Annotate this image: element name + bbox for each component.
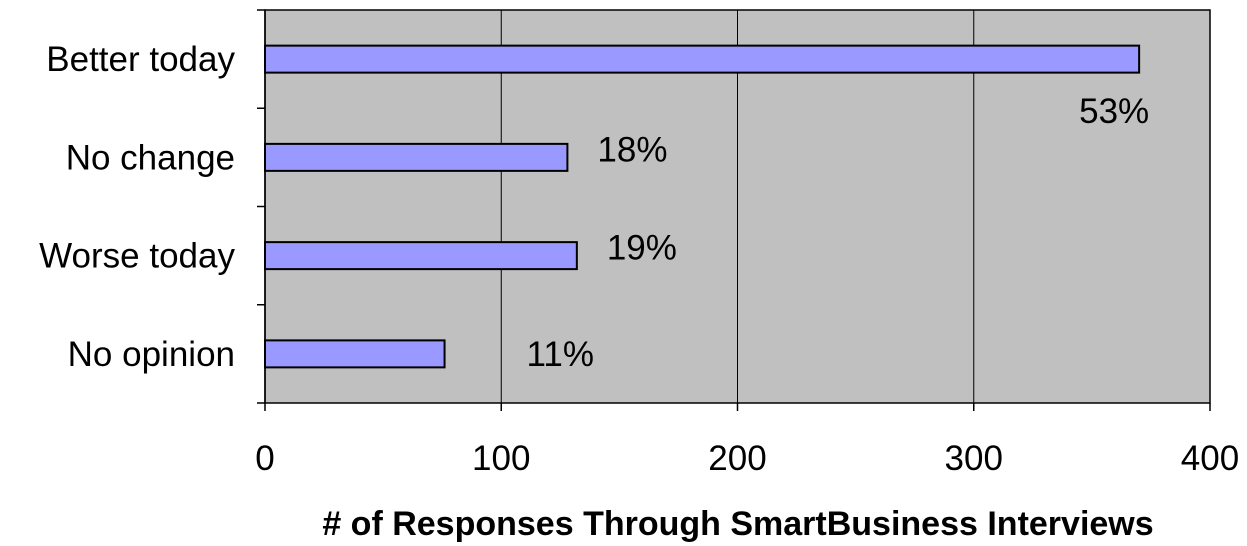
x-tick-label: 400	[1181, 439, 1239, 478]
data-label: 19%	[607, 229, 677, 268]
bar	[264, 339, 446, 369]
bar	[264, 241, 578, 271]
x-axis-title: # of Responses Through SmartBusiness Int…	[322, 505, 1153, 543]
data-label: 53%	[1079, 92, 1149, 131]
x-tick-label: 300	[945, 439, 1003, 478]
data-label: 11%	[527, 335, 594, 374]
x-tick-labels: 0 100 200 300 400	[255, 439, 1239, 478]
bars	[264, 44, 1141, 369]
gridlines	[500, 10, 975, 403]
axes	[257, 9, 1211, 411]
bar	[264, 44, 1141, 74]
category-label: No opinion	[68, 335, 235, 374]
category-label: Better today	[46, 40, 235, 79]
category-label: No change	[66, 138, 235, 177]
x-tick-label: 0	[255, 439, 274, 478]
x-tick-label: 100	[472, 439, 530, 478]
data-label: 18%	[597, 130, 667, 169]
bar	[264, 142, 569, 172]
data-labels: 53% 18% 19% 11%	[527, 92, 1150, 374]
category-label: Worse today	[39, 237, 235, 276]
category-labels: Better today No change Worse today No opini…	[39, 40, 235, 374]
x-tick-label: 200	[708, 439, 766, 478]
